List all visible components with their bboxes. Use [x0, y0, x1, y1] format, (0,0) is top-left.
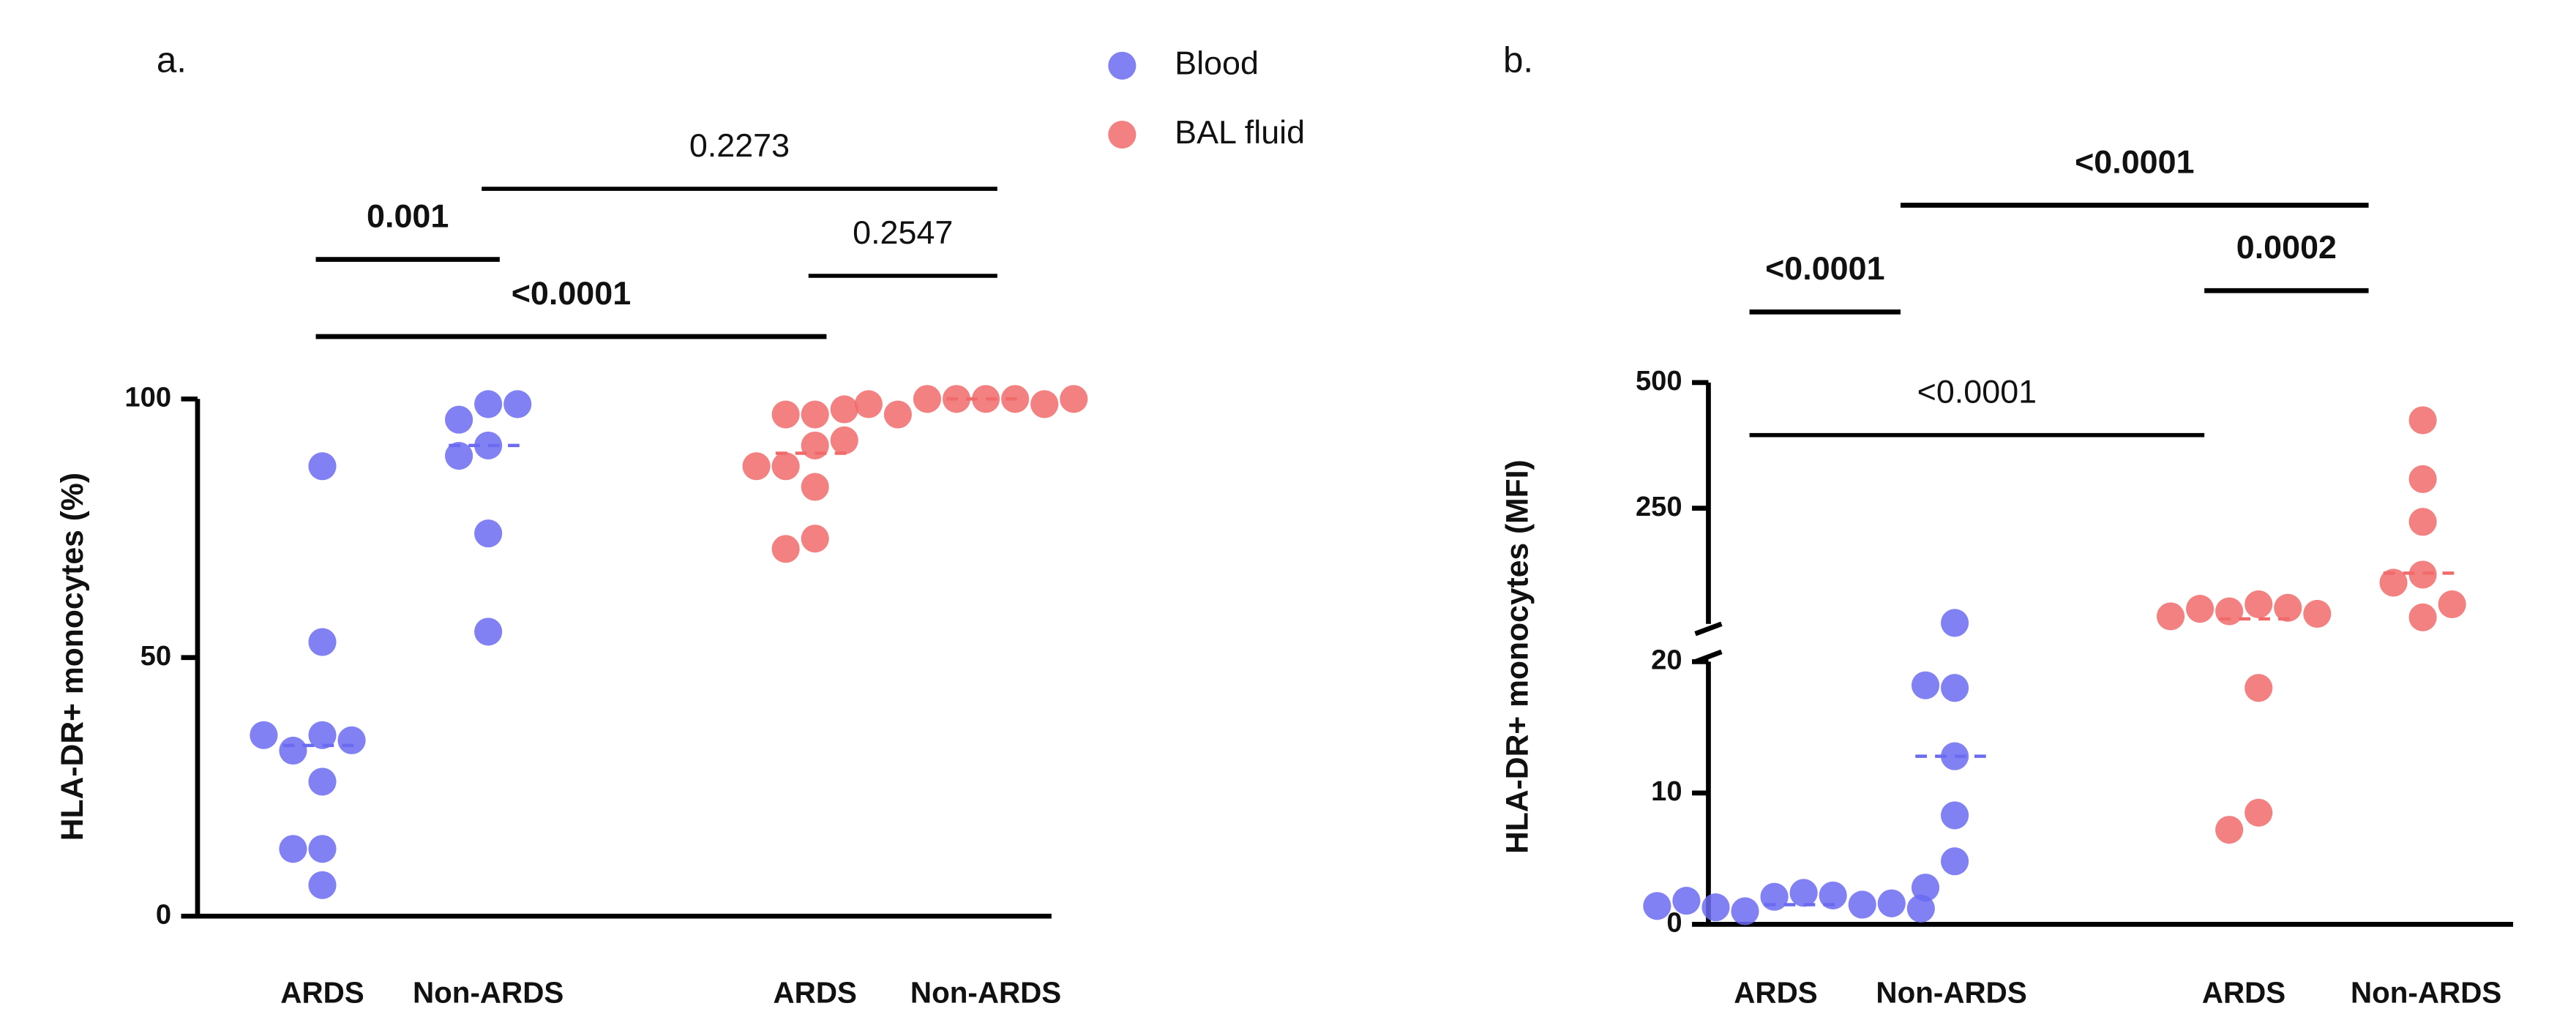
legend-swatch [1108, 120, 1137, 149]
data-point [913, 385, 942, 413]
data-point [1941, 801, 1969, 830]
p-value: 0.2273 [689, 127, 790, 164]
data-point [1760, 882, 1789, 911]
data-point [279, 835, 307, 863]
data-point [445, 441, 473, 470]
y-tick-label: 500 [1636, 365, 1682, 397]
data-point [2186, 595, 2214, 623]
data-point [1030, 390, 1059, 418]
data-point [1643, 892, 1671, 920]
data-point [1911, 874, 1940, 902]
data-point [2244, 674, 2273, 702]
data-point [1789, 879, 1818, 907]
data-point [2244, 590, 2273, 619]
y-tick-label: 250 [1636, 491, 1682, 522]
y-tick-label: 50 [141, 640, 171, 672]
data-point [2408, 406, 2437, 435]
data-point [2379, 568, 2408, 597]
data-point [1819, 881, 1847, 909]
legend-label: Blood [1175, 45, 1259, 82]
panel-label: a. [157, 40, 187, 80]
data-point [308, 835, 337, 863]
y-tick-label: 10 [1651, 776, 1682, 807]
x-tick-label: ARDS [774, 976, 857, 1010]
data-point [2438, 590, 2466, 619]
data-point [445, 405, 473, 434]
data-point [1877, 889, 1906, 917]
x-tick-label: ARDS [280, 976, 364, 1010]
data-point [308, 767, 337, 796]
data-point [2303, 599, 2332, 628]
data-point [1731, 897, 1759, 926]
p-value: 0.2547 [853, 214, 953, 251]
x-tick-label: Non-ARDS [413, 976, 564, 1010]
data-point [279, 736, 307, 765]
data-point [503, 390, 532, 418]
data-point [801, 473, 829, 501]
data-point [883, 400, 912, 429]
data-point [1941, 847, 1969, 876]
p-value: <0.0001 [1917, 372, 2037, 410]
data-point [801, 525, 829, 553]
data-point [1672, 887, 1701, 915]
data-point [1701, 893, 1730, 922]
p-value: 0.0002 [2236, 228, 2337, 266]
y-axis-title: HLA-DR+ monocytes (MFI) [1500, 459, 1535, 854]
data-point [308, 871, 337, 899]
y-tick-label: 20 [1651, 644, 1682, 675]
data-point [474, 519, 503, 548]
legend-swatch [1108, 51, 1137, 80]
y-tick-label: 0 [156, 898, 171, 930]
p-value: <0.0001 [512, 274, 631, 312]
data-point [1848, 890, 1876, 919]
p-value: <0.0001 [1765, 249, 1884, 287]
x-tick-label: ARDS [2202, 976, 2285, 1010]
axis-break [1694, 621, 1723, 637]
data-point [474, 618, 503, 646]
y-tick-label: 100 [124, 381, 171, 413]
data-point [854, 390, 883, 418]
data-point [308, 721, 337, 749]
data-point [2274, 593, 2302, 622]
x-tick-label: Non-ARDS [1876, 976, 2026, 1010]
x-tick-label: ARDS [1734, 976, 1817, 1010]
data-point [2156, 602, 2185, 631]
p-value: 0.001 [367, 197, 449, 234]
data-point [474, 390, 503, 418]
data-point [2215, 816, 2244, 844]
data-point [474, 431, 503, 459]
data-point [801, 400, 829, 429]
x-tick-label: Non-ARDS [2351, 976, 2501, 1010]
data-point [1941, 674, 1969, 702]
data-point [2244, 798, 2273, 827]
p-value: <0.0001 [2075, 143, 2194, 180]
data-point [830, 395, 858, 424]
data-point [250, 721, 278, 749]
y-axis-title: HLA-DR+ monocytes (%) [55, 473, 90, 841]
data-point [1911, 671, 1940, 699]
y-tick-label: 0 [1666, 906, 1682, 938]
data-point [308, 628, 337, 656]
data-point [308, 452, 337, 481]
data-point [1941, 609, 1969, 637]
data-point [801, 431, 829, 459]
data-point [771, 400, 800, 429]
data-point [742, 452, 771, 481]
data-point [337, 726, 366, 754]
data-point [2408, 465, 2437, 493]
legend-label: BAL fluid [1175, 113, 1305, 151]
data-point [2408, 603, 2437, 631]
data-point [2215, 597, 2244, 626]
data-point [771, 452, 800, 481]
panel-label: b. [1503, 40, 1533, 80]
data-point [1906, 894, 1935, 923]
data-point [830, 426, 858, 454]
data-point [2408, 508, 2437, 536]
x-tick-label: Non-ARDS [910, 976, 1061, 1010]
data-point [771, 535, 800, 563]
data-point [1060, 385, 1088, 413]
